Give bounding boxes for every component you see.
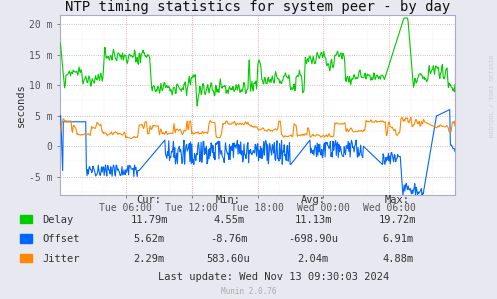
Text: -8.76m: -8.76m — [210, 234, 248, 244]
Title: NTP timing statistics for system peer - by day: NTP timing statistics for system peer - … — [65, 0, 450, 14]
Text: -698.90u: -698.90u — [288, 234, 338, 244]
Text: Jitter: Jitter — [42, 254, 80, 264]
Text: 19.72m: 19.72m — [379, 215, 416, 225]
Y-axis label: seconds: seconds — [16, 83, 26, 127]
Text: Delay: Delay — [42, 215, 74, 225]
Text: Avg:: Avg: — [301, 195, 326, 205]
Text: RRDTOOL / TOBI OETIKER: RRDTOOL / TOBI OETIKER — [490, 54, 495, 137]
Text: 4.55m: 4.55m — [213, 215, 244, 225]
Text: 6.91m: 6.91m — [382, 234, 413, 244]
Text: Cur:: Cur: — [137, 195, 162, 205]
Text: Offset: Offset — [42, 234, 80, 244]
Text: 11.13m: 11.13m — [294, 215, 332, 225]
Text: 5.62m: 5.62m — [134, 234, 165, 244]
Text: Max:: Max: — [385, 195, 410, 205]
Text: Munin 2.0.76: Munin 2.0.76 — [221, 287, 276, 296]
Text: 4.88m: 4.88m — [382, 254, 413, 264]
Text: 583.60u: 583.60u — [207, 254, 250, 264]
Text: 11.79m: 11.79m — [130, 215, 168, 225]
Text: Min:: Min: — [216, 195, 241, 205]
Text: 2.04m: 2.04m — [298, 254, 329, 264]
Text: 2.29m: 2.29m — [134, 254, 165, 264]
Text: Last update: Wed Nov 13 09:30:03 2024: Last update: Wed Nov 13 09:30:03 2024 — [158, 271, 389, 282]
